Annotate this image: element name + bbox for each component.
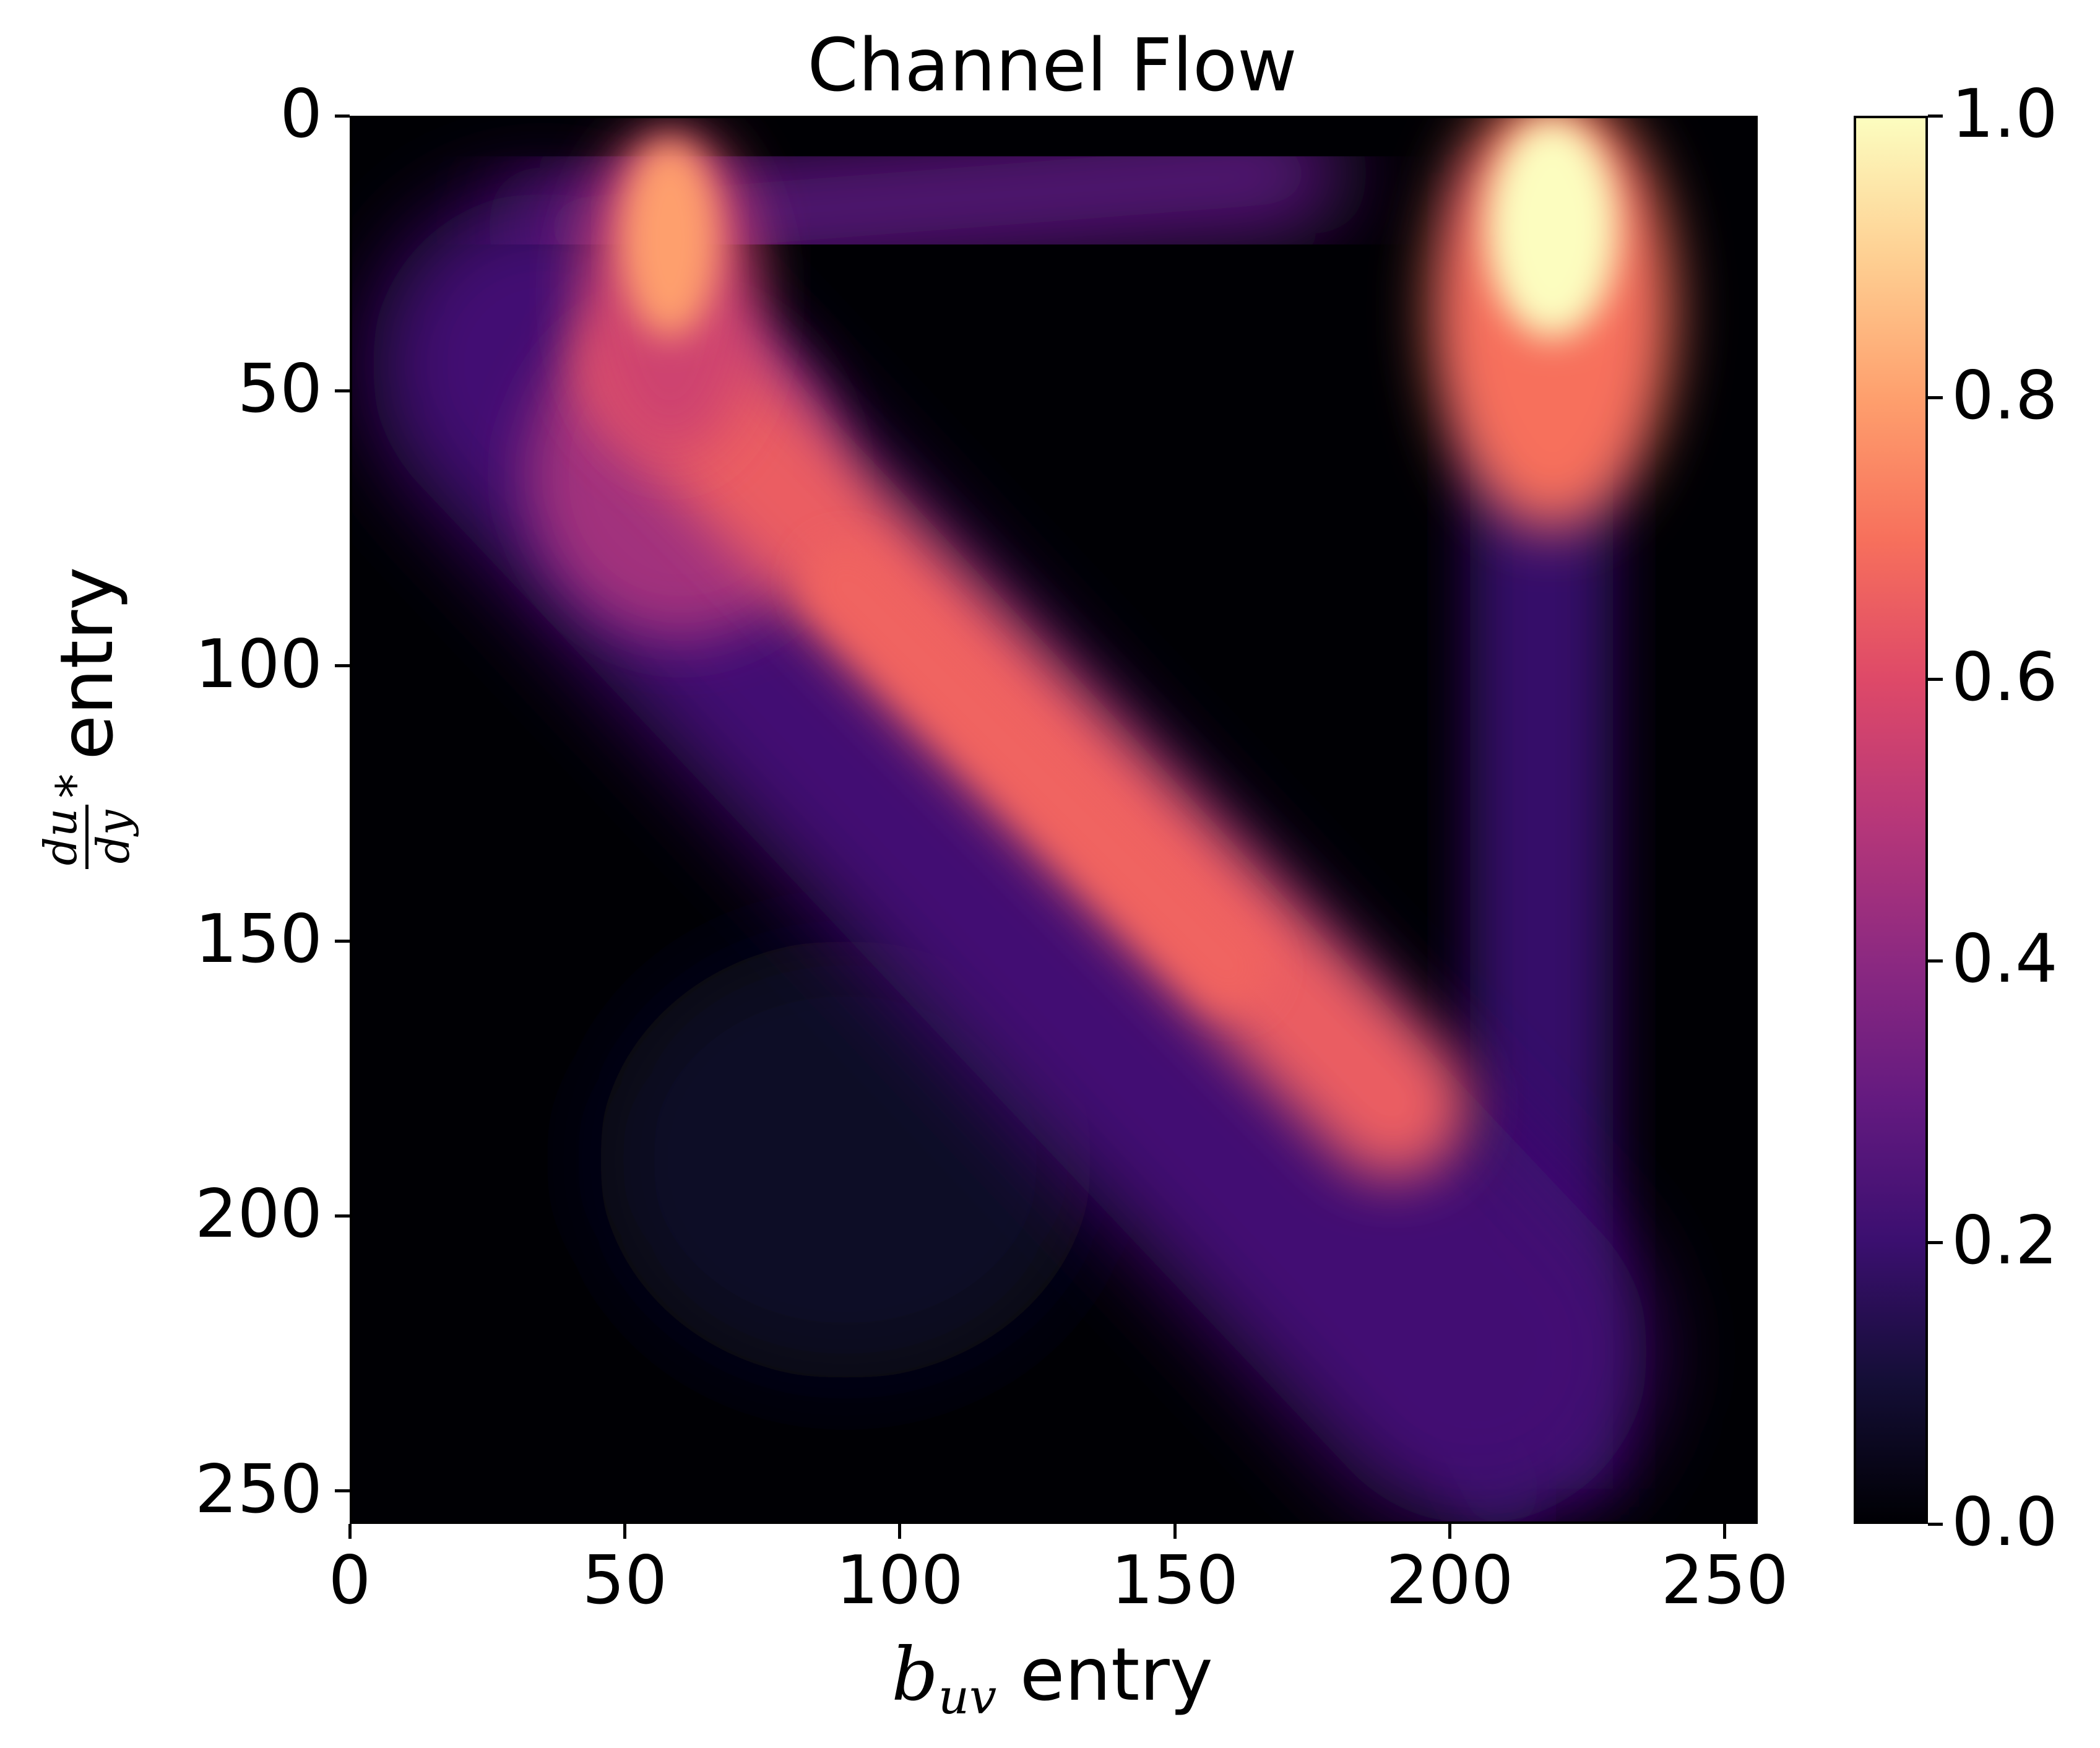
x-tick-label: 50	[582, 1542, 668, 1619]
x-tick-mark	[1448, 1524, 1451, 1539]
x-axis-label-text: entry	[1019, 1632, 1213, 1717]
y-tick-mark	[335, 1214, 350, 1218]
x-tick-label: 150	[1110, 1542, 1239, 1619]
heatmap-ridge-center	[803, 542, 1272, 1010]
heatmap	[352, 118, 1755, 1521]
x-tick-label: 100	[836, 1542, 964, 1619]
x-axis-label-subscript: uv	[938, 1669, 997, 1725]
x-tick-mark	[623, 1524, 626, 1539]
heatmap-intensity-layer	[371, 118, 1674, 1521]
x-axis-label: buv entry	[743, 1634, 1362, 1737]
chart-title: Channel Flow	[807, 22, 1297, 108]
y-axis-label-star: *	[45, 773, 103, 798]
x-tick-mark	[898, 1524, 902, 1539]
y-tick-mark	[335, 1489, 350, 1493]
x-tick-label: 0	[328, 1542, 371, 1619]
colorbar-gradient	[1856, 118, 1925, 1521]
colorbar-tick-mark	[1928, 1240, 1943, 1244]
y-tick-label: 50	[237, 350, 322, 428]
colorbar-tick-mark	[1928, 677, 1943, 681]
y-tick-label: 0	[280, 76, 322, 153]
x-tick-mark	[1173, 1524, 1177, 1539]
x-tick-mark	[1723, 1524, 1727, 1539]
colorbar-tick-label: 0.4	[1951, 920, 2058, 998]
y-tick-mark	[335, 114, 350, 118]
y-tick-label: 150	[194, 901, 322, 978]
colorbar	[1854, 116, 1928, 1524]
y-tick-label: 100	[194, 625, 322, 703]
y-axis-label-fraction: du dy	[34, 804, 139, 870]
y-axis-label-numerator-text: du	[34, 808, 87, 866]
y-tick-mark	[335, 939, 350, 943]
y-tick-mark	[335, 664, 350, 668]
heatmap-plot-area	[350, 116, 1758, 1524]
colorbar-tick-mark	[1928, 1522, 1943, 1526]
heatmap-hotspot-core	[1487, 118, 1618, 338]
colorbar-tick-mark	[1928, 959, 1943, 963]
colorbar-tick-label: 1.0	[1951, 76, 2058, 153]
colorbar-tick-label: 0.0	[1951, 1484, 2058, 1561]
colorbar-tick-mark	[1928, 114, 1943, 118]
y-tick-mark	[335, 389, 350, 392]
y-axis-label-numerator: du	[34, 804, 89, 870]
colorbar-tick-label: 0.6	[1951, 639, 2058, 716]
x-axis-label-symbol: b	[891, 1632, 938, 1717]
x-tick-label: 200	[1386, 1542, 1514, 1619]
x-tick-label: 250	[1661, 1542, 1789, 1619]
heatmap-hotspot-core	[620, 140, 720, 338]
colorbar-tick-label: 0.2	[1951, 1202, 2058, 1279]
colorbar-tick-mark	[1928, 396, 1943, 399]
y-tick-label: 200	[194, 1175, 322, 1253]
colorbar-tick-label: 0.8	[1951, 357, 2058, 435]
x-tick-mark	[348, 1524, 352, 1539]
y-axis-label-denominator: dy	[87, 810, 139, 864]
y-tick-label: 250	[194, 1450, 322, 1528]
